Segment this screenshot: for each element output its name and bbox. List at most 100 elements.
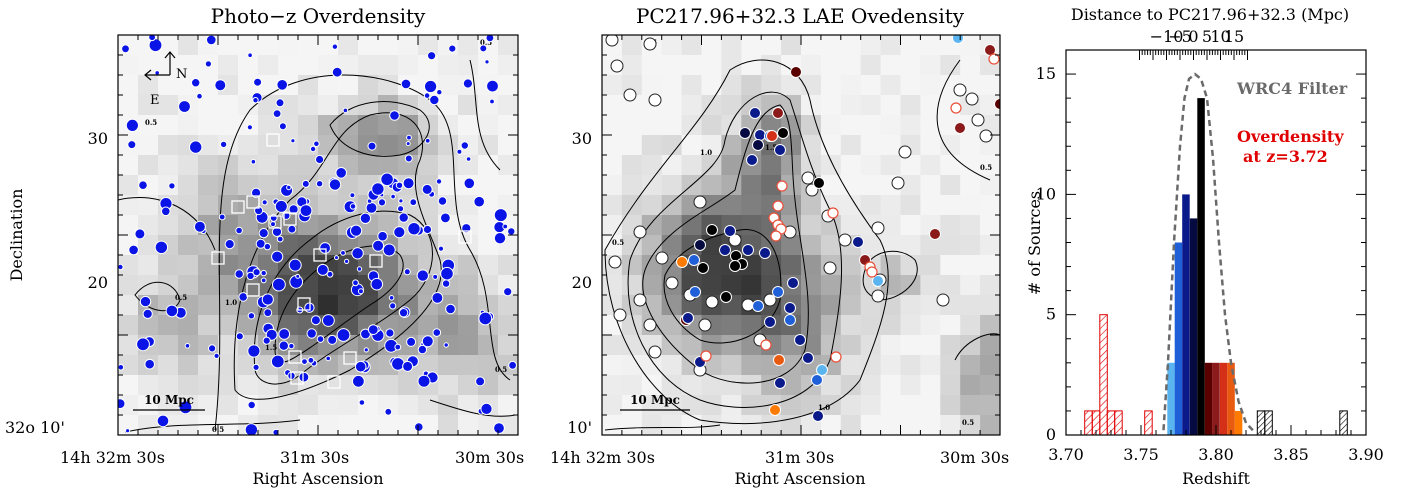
heatmap-cell [661,35,683,56]
heatmap-cell [701,335,722,356]
heatmap-cell [498,335,518,356]
left-xlabel: Right Ascension [253,469,384,488]
lae-open-marker [838,233,852,247]
heatmap-cell [641,155,663,176]
heatmap-cell [681,115,702,136]
heatmap-cell [820,75,842,96]
heatmap-cell [438,415,459,435]
photoz-source-marker [363,347,369,353]
photoz-source-marker [144,358,155,370]
heatmap-cell [781,35,802,56]
wrc4-filter-curve [1162,72,1256,434]
photoz-source-marker [351,247,364,260]
heatmap-cell [238,315,259,336]
heatmap-cell [880,315,901,336]
heatmap-cell [138,175,159,196]
lae-open-marker [608,255,622,269]
middle-contour-2.0 [663,229,782,344]
heatmap-cell [940,375,961,396]
heatmap-cell [438,315,459,336]
heatmap-cell [238,135,259,156]
compass-n-label: N [176,67,187,82]
left-compass [144,51,176,81]
photoz-source-marker [204,60,212,68]
heatmap-cell [681,155,702,176]
lae-redshift-marker [777,127,789,139]
photoz-source-marker [391,357,405,371]
heatmap-cell [498,275,518,296]
heatmap-cell [218,255,239,276]
left-contour-small [134,281,181,312]
middle-contour-ring [862,250,918,301]
heatmap-cell [178,375,199,396]
heatmap-cell [438,55,459,76]
photoz-source-marker [214,79,227,92]
photoz-source-marker [435,178,443,185]
photoz-source-marker [244,423,259,435]
photoz-source-marker [356,266,363,272]
compass-e-label: E [150,93,160,108]
heatmap-cell [920,255,941,276]
heatmap-cell [820,335,842,356]
heatmap-cell [661,95,683,116]
lae-open-marker [705,295,719,309]
heatmap-cell [980,255,1000,276]
lae-redshift-marker [724,225,736,237]
photoz-source-marker [493,232,507,245]
left-contour-label: 0.5 [175,293,187,302]
lae-red-ring-marker [770,230,782,242]
photoz-source-marker [417,344,428,355]
heatmap-cell [721,275,742,296]
heatmap-cell [621,315,643,336]
heatmap-cell [960,295,981,316]
photoz-source-marker [404,154,413,163]
middle-contour-right [936,59,991,181]
heatmap-cell [761,255,782,276]
heatmap-cell [198,95,219,116]
heatmap-cell [418,115,439,136]
lae-redshift-marker [746,154,758,166]
heatmap-cell [438,375,459,396]
heatmap-cell [338,175,359,196]
heatmap-cell [741,275,762,296]
heatmap-cell [801,195,822,216]
heatmap-cell [198,135,219,156]
photoz-source-marker [168,182,176,190]
heatmap-cell [860,115,882,136]
photoz-source-marker [253,77,263,87]
histogram-bar [1197,98,1205,435]
heatmap-cell [218,355,239,376]
photoz-source-marker [235,226,243,235]
heatmap-cell [840,295,862,316]
heatmap-cell [840,395,862,416]
photoz-source-marker [460,141,469,150]
heatmap-cell [438,115,459,136]
heatmap-cell [278,135,299,156]
heatmap-cell [661,355,683,376]
heatmap-cell [920,235,941,256]
photoz-source-marker [394,343,402,351]
heatmap-cell [860,135,882,156]
heatmap-cell [880,155,901,176]
heatmap-cell [840,75,862,96]
heatmap-cell [398,115,419,136]
heatmap-cell [880,395,901,416]
heatmap-cell [138,415,159,435]
heatmap-cell [960,275,981,296]
lae-red-ring-marker [988,53,1000,65]
heatmap-cell [860,35,882,56]
histogram-bar [1099,314,1108,436]
heatmap-cell [880,35,901,56]
heatmap-cell [880,135,901,156]
heatmap-cell [218,115,239,136]
heatmap-cell [118,255,139,276]
middle-markers [605,35,1000,422]
heatmap-cell [218,335,239,356]
heatmap-cell [761,115,782,136]
hist-ytick-label: 5 [1046,305,1056,324]
heatmap-cell [980,295,1000,316]
heatmap-cell [960,315,981,336]
heatmap-cell [338,135,359,156]
heatmap-cell [298,335,319,356]
